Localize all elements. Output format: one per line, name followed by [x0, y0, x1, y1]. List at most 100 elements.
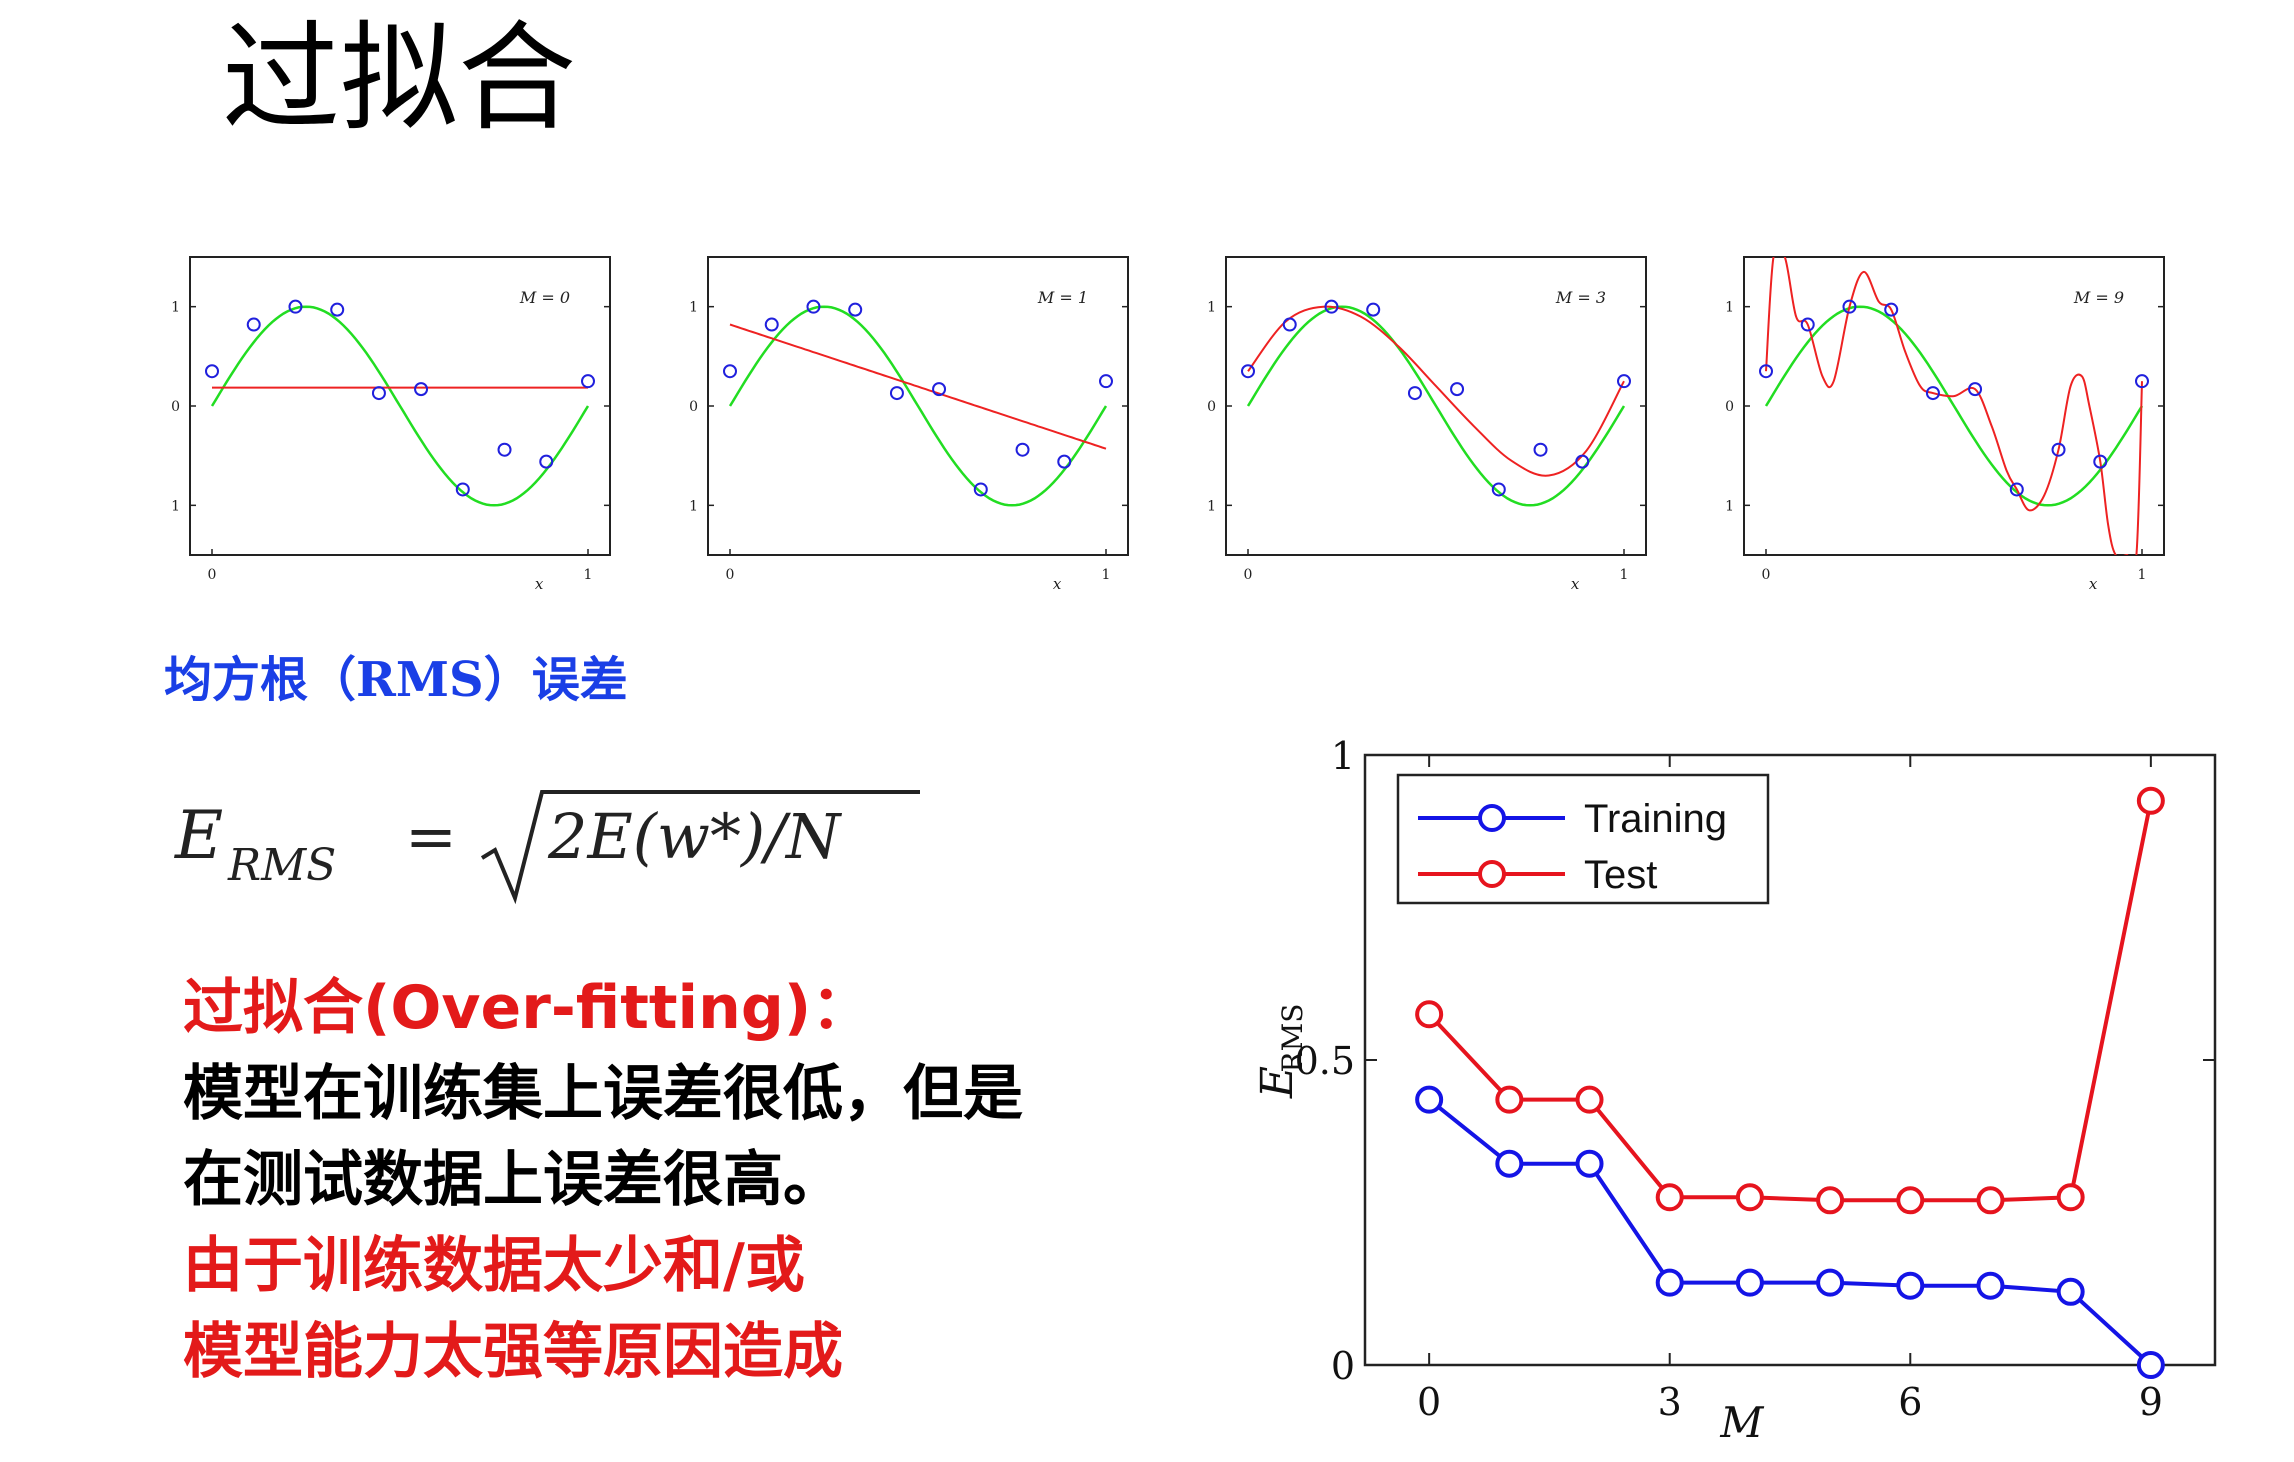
y-axis-label-main: E — [1252, 1066, 1303, 1099]
page-title: 过拟合 — [222, 9, 577, 147]
data-point — [1324, 299, 1339, 314]
data-point — [1366, 302, 1381, 317]
data-point — [1450, 382, 1465, 397]
model-order-label: M = 0 — [519, 288, 570, 307]
true-function-curve — [1246, 305, 1626, 507]
data-point — [2009, 482, 2024, 497]
data-point — [764, 317, 779, 332]
y-tick-label: 1 — [689, 498, 698, 514]
overfit-line-1: 过拟合(Over-fitting)： — [183, 973, 872, 1043]
true-function-curve — [210, 305, 590, 507]
y-tick-label: 1 — [1207, 498, 1216, 514]
data-point — [2135, 374, 2149, 389]
series-point-test — [1896, 1186, 1925, 1215]
overfit-line-4: 由于训练数据太少和/或 — [183, 1231, 805, 1301]
series-line-test — [1427, 800, 2153, 1203]
data-point — [288, 299, 303, 314]
x-tick-label: 0 — [726, 567, 735, 583]
series-line-training — [1427, 1098, 2153, 1367]
series-point-test — [1735, 1183, 1764, 1212]
y-tick-label: −1 — [1206, 300, 1216, 316]
data-point — [371, 386, 386, 401]
fit-plot-m0: −10101xtM = 0 — [170, 245, 640, 600]
data-point — [1800, 317, 1815, 332]
data-point — [330, 302, 345, 317]
data-point — [539, 454, 554, 469]
fit-plot-m9-svg: −10101xtM = 9 — [1724, 256, 2165, 593]
formula-rhs: 2E(w*)/N — [547, 800, 843, 873]
rms-formula-svg: E RMS = 2E(w*)/N — [174, 790, 920, 905]
data-point — [1282, 317, 1297, 332]
fitted-curve — [1247, 305, 1625, 477]
data-point — [973, 482, 988, 497]
y-tick-label: −1 — [688, 300, 698, 316]
data-point — [205, 364, 219, 379]
data-point — [1575, 454, 1590, 469]
data-point — [1015, 442, 1030, 457]
series-point-training — [1575, 1149, 1604, 1178]
x-tick-label: 9 — [2139, 1380, 2163, 1424]
data-point — [1057, 454, 1072, 469]
data-point — [581, 374, 595, 389]
fit-plot-m3: −10101xtM = 3 — [1206, 245, 1676, 600]
model-order-label: M = 3 — [1555, 288, 1606, 307]
y-tick-label: 0 — [171, 399, 180, 415]
sqrt-sign — [480, 790, 920, 905]
series-point-test — [1976, 1186, 2005, 1215]
data-point — [1491, 482, 1506, 497]
data-point — [723, 364, 737, 379]
formula-equals: = — [405, 800, 457, 873]
series-point-test — [1495, 1085, 1524, 1114]
legend-label-training: Training — [1584, 797, 1727, 841]
fit-plot-m1: −10101xtM = 1 — [688, 245, 1158, 600]
x-tick-label: 0 — [1762, 567, 1771, 583]
series-point-training — [1495, 1149, 1524, 1178]
series-point-training — [1976, 1271, 2005, 1300]
fit-plot-m0-svg: −10101xtM = 0 — [170, 256, 611, 593]
x-axis-label: x — [2089, 575, 2098, 593]
y-tick-label: −1 — [1724, 300, 1734, 316]
legend-label-test: Test — [1584, 853, 1657, 897]
true-function-curve — [1764, 305, 2144, 507]
fitted-curve — [729, 323, 1107, 450]
series-point-training — [1735, 1268, 1764, 1297]
x-tick-label: 6 — [1898, 1380, 1922, 1424]
data-point — [1241, 364, 1255, 379]
series-point-training — [1816, 1268, 1845, 1297]
y-axis-label-sub: RMS — [1276, 1004, 1309, 1073]
overfit-line-2: 模型在训练集上误差很低，但是 — [183, 1059, 1023, 1129]
x-tick-label: 1 — [584, 567, 593, 583]
data-point — [1759, 364, 1773, 379]
x-tick-label: 1 — [1620, 567, 1629, 583]
y-tick-label: 1 — [171, 498, 180, 514]
legend-marker — [1478, 804, 1506, 832]
y-tick-label: 1 — [1331, 734, 1355, 778]
overfit-line-5: 模型能力太强等原因造成 — [183, 1317, 843, 1387]
x-tick-label: 0 — [208, 567, 217, 583]
data-point — [1842, 299, 1857, 314]
y-tick-label: 0 — [1207, 399, 1216, 415]
true-function-curve — [728, 305, 1108, 507]
x-tick-label: 3 — [1658, 1380, 1682, 1424]
x-axis-label: x — [535, 575, 544, 593]
data-point — [414, 382, 429, 397]
y-tick-label: 0 — [689, 399, 698, 415]
data-point — [1407, 386, 1422, 401]
fitted-curve — [1765, 257, 2143, 555]
data-point — [455, 482, 470, 497]
y-tick-label: 0 — [1725, 399, 1734, 415]
data-point — [1925, 386, 1940, 401]
data-point — [806, 299, 821, 314]
y-tick-label: 0.5 — [1295, 1039, 1355, 1083]
legend-marker — [1478, 860, 1506, 888]
x-tick-label: 0 — [1244, 567, 1253, 583]
data-point — [1617, 374, 1631, 389]
model-order-label: M = 9 — [2073, 288, 2124, 307]
x-tick-label: 1 — [2138, 567, 2147, 583]
chart-legend: Training Test — [1396, 773, 1770, 905]
legend-frame — [1396, 773, 1770, 905]
series-point-training — [1896, 1271, 1925, 1300]
fit-plot-m1-svg: −10101xtM = 1 — [688, 256, 1129, 593]
data-point — [1099, 374, 1113, 389]
